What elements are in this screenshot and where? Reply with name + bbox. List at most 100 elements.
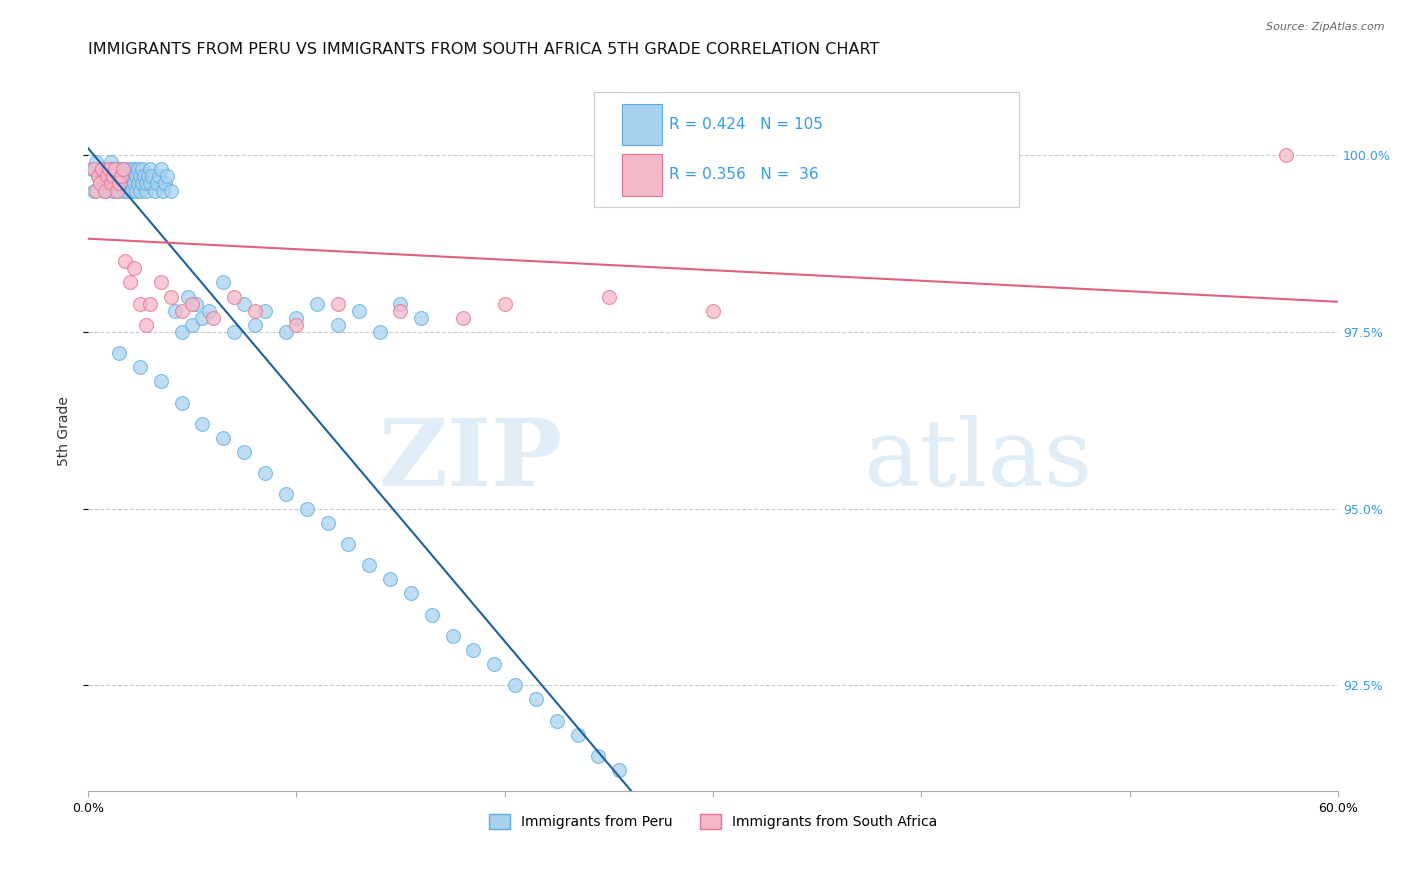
Point — [127, 162, 149, 177]
Point — [141, 169, 163, 184]
Text: R = 0.424   N = 105: R = 0.424 N = 105 — [669, 117, 823, 132]
Point — [101, 162, 124, 177]
Point — [105, 177, 128, 191]
Point — [129, 184, 152, 198]
Point — [181, 296, 204, 310]
Point — [451, 310, 474, 325]
Point — [222, 325, 245, 339]
Point — [110, 169, 132, 184]
Point — [112, 184, 135, 198]
Point — [131, 162, 153, 177]
Text: ZIP: ZIP — [378, 415, 562, 505]
Point — [121, 169, 143, 184]
Point — [122, 261, 145, 276]
Point — [108, 169, 131, 184]
Point — [148, 169, 170, 184]
Point — [139, 296, 162, 310]
Point — [156, 169, 179, 184]
Point — [420, 607, 443, 622]
Point — [89, 177, 111, 191]
Point — [122, 162, 145, 177]
Point — [160, 289, 183, 303]
Point — [118, 169, 141, 184]
Point — [80, 162, 103, 177]
Point — [110, 177, 132, 191]
Point — [91, 162, 114, 177]
Point — [274, 325, 297, 339]
Point — [104, 162, 127, 177]
Point — [108, 177, 131, 191]
Point — [253, 467, 276, 481]
Text: R = 0.356   N =  36: R = 0.356 N = 36 — [669, 168, 818, 183]
Point — [129, 169, 152, 184]
Legend: Immigrants from Peru, Immigrants from South Africa: Immigrants from Peru, Immigrants from So… — [484, 809, 943, 835]
Point — [546, 714, 568, 728]
Point — [101, 184, 124, 198]
Point — [129, 296, 152, 310]
Point — [87, 169, 110, 184]
Point — [702, 303, 724, 318]
Point — [97, 177, 120, 191]
Point — [149, 162, 172, 177]
Point — [91, 162, 114, 177]
Point — [326, 318, 349, 332]
Point — [112, 162, 135, 177]
Point — [181, 318, 204, 332]
Point — [170, 395, 193, 409]
Point — [368, 325, 391, 339]
Point — [121, 184, 143, 198]
Point — [233, 296, 256, 310]
FancyBboxPatch shape — [621, 154, 662, 196]
Point — [83, 184, 105, 198]
Point — [93, 184, 115, 198]
Point — [117, 177, 139, 191]
Point — [389, 303, 412, 318]
Point — [411, 310, 433, 325]
Point — [122, 177, 145, 191]
Point — [285, 310, 308, 325]
Point — [233, 445, 256, 459]
Point — [197, 303, 219, 318]
Point — [96, 169, 118, 184]
Point — [100, 177, 122, 191]
Point — [160, 184, 183, 198]
Point — [212, 431, 235, 445]
Point — [105, 184, 128, 198]
Point — [143, 184, 166, 198]
Point — [378, 572, 401, 586]
Point — [145, 177, 167, 191]
Point — [598, 289, 620, 303]
Point — [347, 303, 370, 318]
Point — [83, 162, 105, 177]
Point — [567, 728, 589, 742]
Point — [105, 184, 128, 198]
Point — [524, 692, 547, 706]
Point — [389, 296, 412, 310]
Point — [134, 169, 156, 184]
Point — [588, 748, 610, 763]
Point — [100, 155, 122, 169]
Point — [84, 184, 107, 198]
Point — [607, 763, 630, 777]
Point — [136, 169, 159, 184]
Point — [274, 487, 297, 501]
Point — [337, 537, 360, 551]
Point — [243, 303, 266, 318]
Text: atlas: atlas — [863, 415, 1092, 505]
Point — [112, 162, 135, 177]
Point — [96, 169, 118, 184]
Point — [104, 162, 127, 177]
Point — [125, 184, 148, 198]
Point — [135, 184, 157, 198]
Point — [118, 177, 141, 191]
Point — [117, 184, 139, 198]
Point — [149, 276, 172, 290]
Point — [114, 162, 136, 177]
Point — [503, 678, 526, 692]
Point — [108, 346, 131, 360]
Point — [191, 310, 214, 325]
Point — [359, 558, 381, 573]
Point — [100, 169, 122, 184]
Point — [84, 155, 107, 169]
Point — [165, 303, 187, 318]
